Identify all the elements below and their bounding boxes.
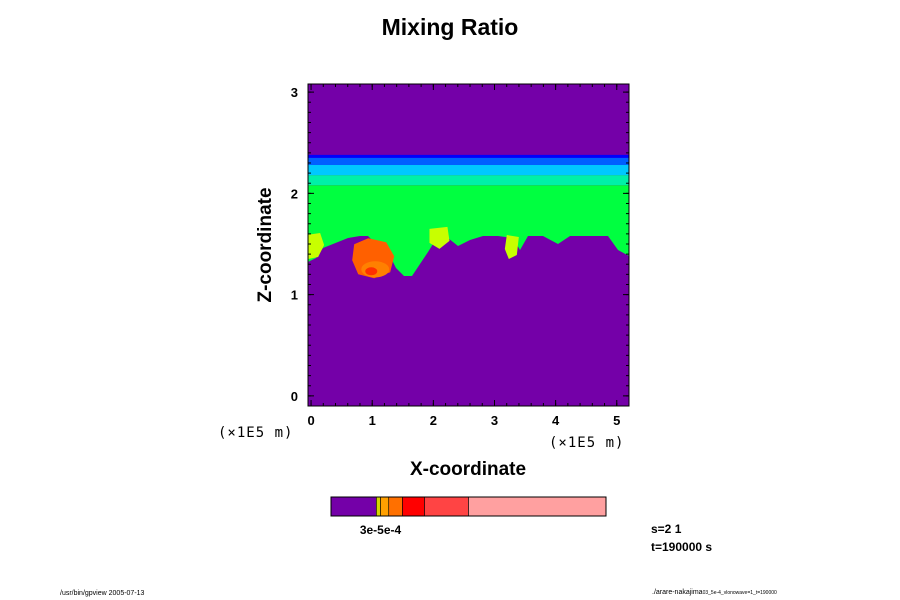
layer-3 bbox=[308, 175, 629, 186]
colorbar-segment-2 bbox=[380, 496, 390, 517]
colorbar-segment-0 bbox=[330, 496, 377, 517]
green-layer bbox=[308, 185, 629, 276]
field-layers bbox=[308, 154, 629, 279]
x-tick-label-3: 3 bbox=[491, 413, 498, 428]
colorbar-labels: 3e-5e-4 bbox=[360, 523, 402, 537]
y-tick-label-2: 2 bbox=[291, 186, 298, 201]
x-tick-label-0: 0 bbox=[307, 413, 314, 428]
x-axis-label: X-coordinate bbox=[409, 459, 527, 480]
colorbar: 3e-5e-4 bbox=[330, 496, 607, 537]
x-tick-label-5: 5 bbox=[613, 413, 620, 428]
y-tick-label-3: 3 bbox=[291, 85, 298, 100]
footer-file-main: ./arare-nakajima bbox=[652, 589, 703, 596]
layer-1 bbox=[308, 157, 629, 166]
axis-ticks: 0 1 2 3 4 5 0 1 2 3 bbox=[291, 84, 629, 428]
time-info: t=190000 s bbox=[651, 540, 713, 554]
plume-patch-3 bbox=[504, 235, 519, 260]
y-tick-label-0: 0 bbox=[291, 389, 298, 404]
chart-title: Mixing Ratio bbox=[381, 14, 519, 40]
colorbar-segment-3 bbox=[388, 496, 403, 517]
colorbar-segment-4 bbox=[402, 496, 425, 517]
x-tick-label-1: 1 bbox=[369, 413, 376, 428]
colorbar-frame bbox=[330, 496, 607, 517]
z-axis-label: Z-coordinate bbox=[255, 187, 276, 303]
x-axis-unit: (×1E5 m) bbox=[549, 435, 625, 451]
section-info: s=2 1 bbox=[651, 522, 682, 536]
layer-0 bbox=[308, 154, 629, 158]
run-info: s=2 1 t=190000 s bbox=[651, 520, 712, 556]
colorbar-segment-1 bbox=[376, 496, 381, 517]
x-tick-label-2: 2 bbox=[430, 413, 437, 428]
plume-patch-0 bbox=[308, 233, 325, 260]
layer-2 bbox=[308, 165, 629, 176]
y-tick-label-1: 1 bbox=[291, 288, 298, 303]
z-axis-unit: (×1E5 m) bbox=[218, 425, 294, 441]
plume-patch-2 bbox=[429, 226, 450, 249]
footer-file: ./arare-nakajima03_5e-4_vlonowave=1_t=19… bbox=[652, 589, 777, 596]
colorbar-segment-6 bbox=[468, 496, 607, 517]
colorbar-segment-5 bbox=[424, 496, 469, 517]
x-tick-label-4: 4 bbox=[552, 413, 560, 428]
footer-file-suffix: 03_5e-4_vlonowave=1_t=190000 bbox=[702, 590, 777, 596]
plot-frame bbox=[307, 83, 630, 407]
plot-area bbox=[307, 83, 630, 407]
footer-command: /usr/bin/gpview 2005-07-13 bbox=[60, 590, 145, 597]
plume-core-hot bbox=[365, 267, 378, 276]
